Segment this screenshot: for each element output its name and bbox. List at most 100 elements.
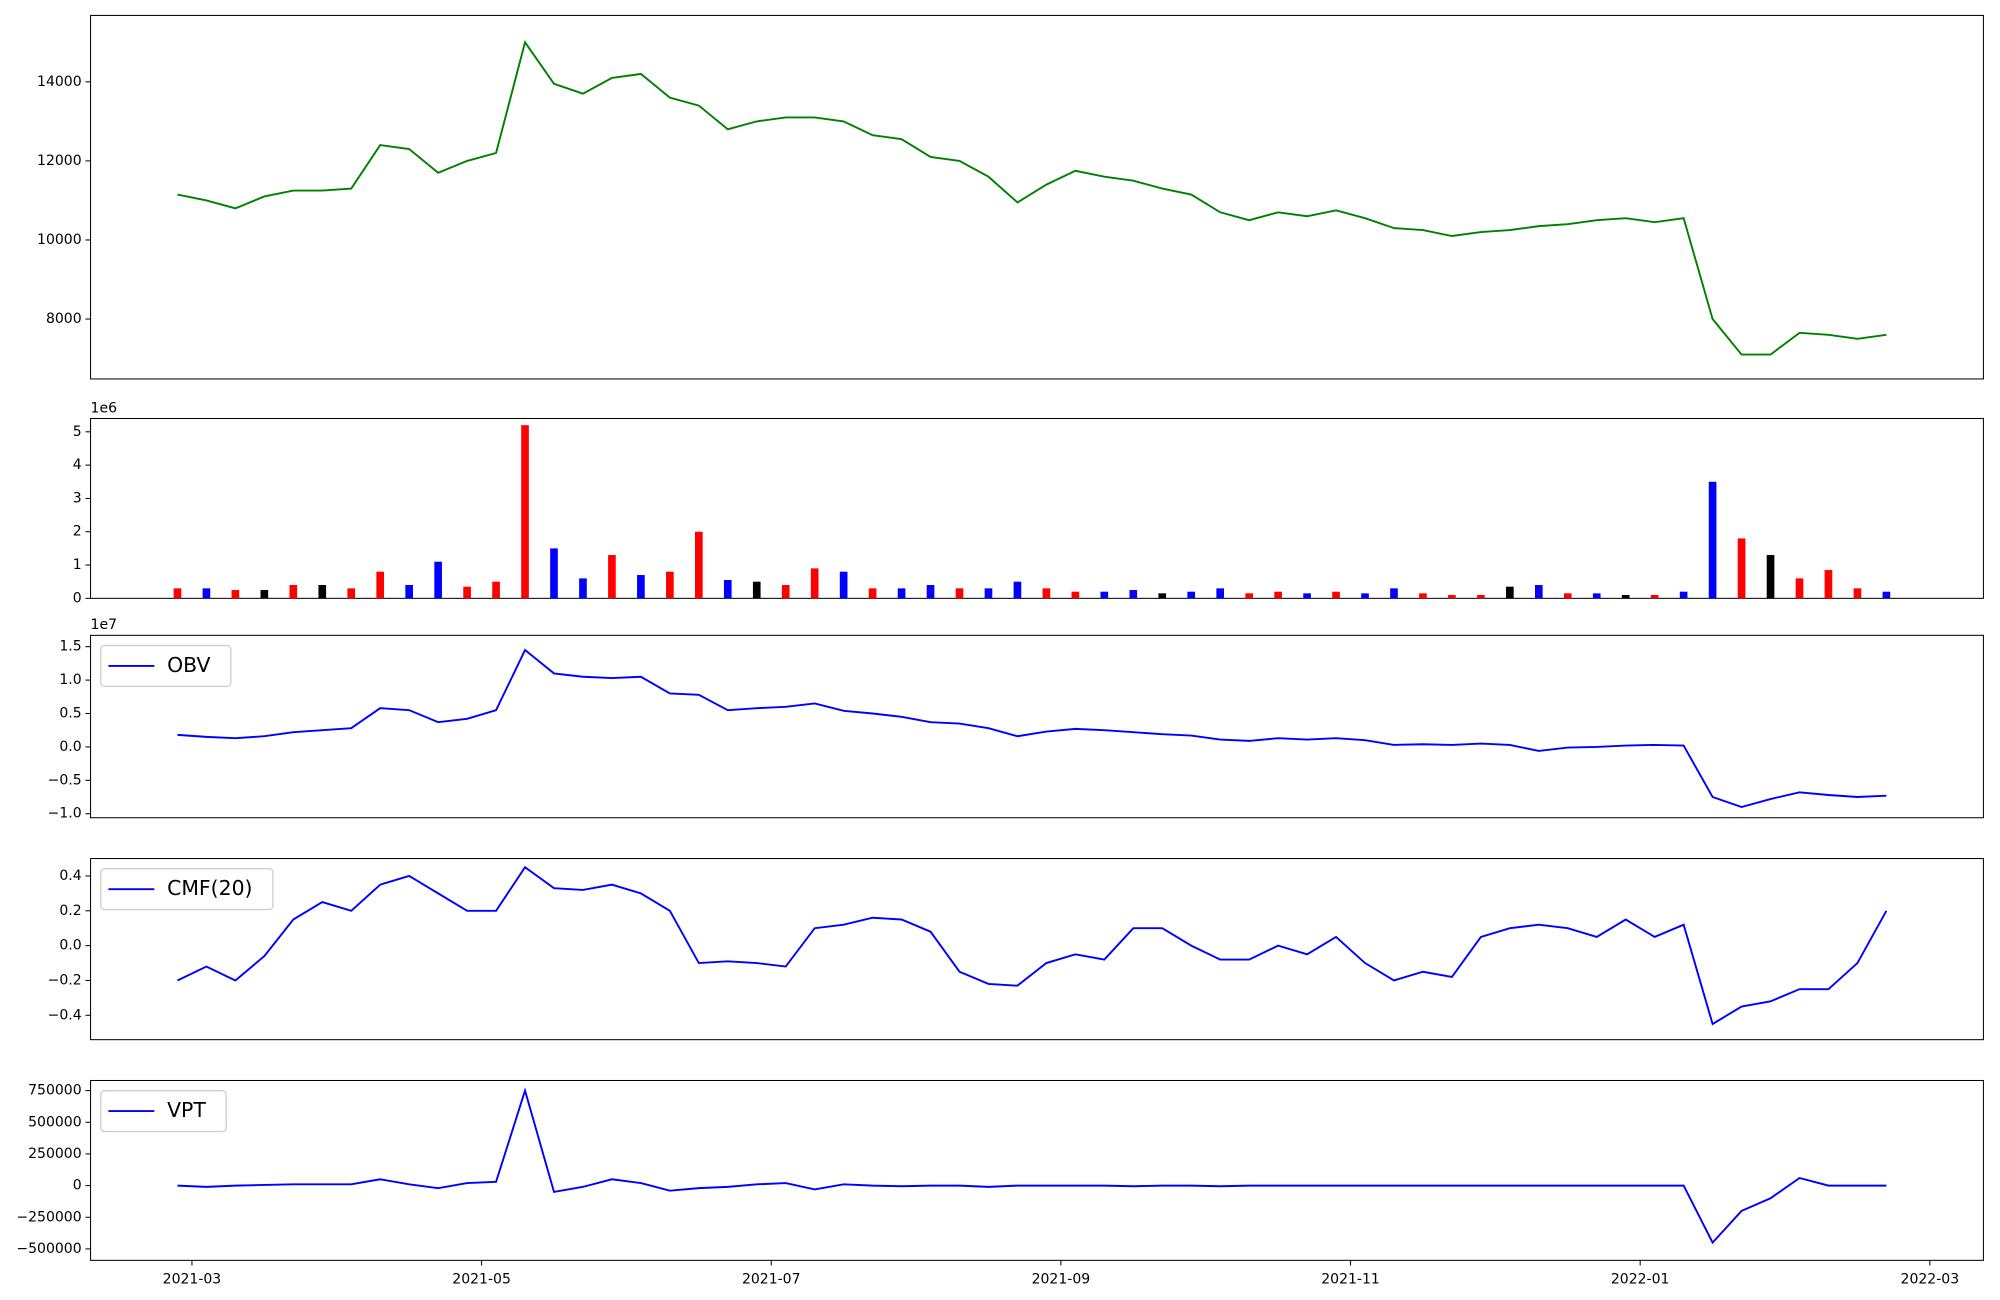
bar [1274,591,1282,599]
bar [1071,591,1080,599]
x-tick-label: 2021-09 [1032,1271,1091,1287]
bar [868,588,877,599]
bar [1332,591,1340,599]
bar [376,571,385,599]
bar [202,588,211,599]
offset-text: 1e6 [91,400,118,416]
bar [173,588,182,599]
y-tick-label: 8000 [46,311,82,327]
bar [1506,586,1514,599]
y-tick-label: 0 [73,1178,82,1194]
y-tick-label: −250000 [16,1209,81,1225]
bar [694,531,703,599]
bar [1042,588,1051,599]
y-tick-label: 0.4 [59,868,81,884]
bar [984,588,993,599]
legend-box [100,1090,227,1133]
bar [637,575,645,599]
legend-label: VPT [167,1098,206,1122]
bar [1882,591,1891,599]
x-tick-label: 2022-01 [1611,1271,1670,1287]
y-tick-label: 2 [73,524,82,540]
bar [1824,570,1833,599]
bar [289,585,298,599]
axes-frame [90,14,1984,380]
bar [1592,593,1601,599]
y-tick-label: 0.2 [59,903,81,919]
x-tick-label: 2021-07 [742,1271,801,1287]
y-tick-label: 0.5 [59,706,81,722]
bar [723,580,732,599]
bar [810,568,819,599]
bar [1766,555,1775,599]
bar [1650,595,1659,599]
y-tick-label: 1.5 [59,639,81,655]
y-tick-label: 500000 [28,1114,82,1130]
bar [492,581,500,599]
legend-label: OBV [167,653,210,677]
y-tick-label: 250000 [28,1146,82,1162]
bar [1158,593,1167,599]
y-tick-label: 12000 [37,153,82,169]
bar [260,590,269,599]
line [177,648,1887,809]
y-tick-label: 750000 [28,1083,82,1099]
bar [897,588,906,599]
bar [839,571,848,599]
bar [1795,578,1804,599]
y-tick-label: −0.5 [48,772,82,788]
bar [752,581,761,599]
offset-text: 1e7 [91,617,117,633]
bar [608,555,616,599]
bar [781,585,790,599]
axes-frame [90,858,1984,1041]
y-tick-label: 14000 [37,74,82,90]
x-tick-label: 2021-03 [163,1271,222,1287]
y-tick-label: 0 [73,590,82,606]
x-tick-label: 2021-05 [452,1271,511,1287]
bar [1129,590,1138,599]
y-tick-label: 3 [73,490,82,506]
bar [1303,593,1311,599]
y-tick-label: 10000 [37,232,82,248]
bar [1013,581,1022,599]
bar [231,590,240,599]
y-tick-label: 1.0 [59,672,81,688]
bar [926,585,935,599]
bar [1216,588,1225,599]
bar [1477,595,1485,599]
x-tick-label: 2021-11 [1321,1271,1380,1287]
bar [1621,595,1630,599]
bar [1419,593,1427,599]
bar [1245,593,1253,599]
bar [579,578,587,599]
bar [1100,591,1109,599]
bar [347,588,356,599]
y-tick-label: 0.0 [59,739,81,755]
bar [1187,591,1196,599]
bar [1361,593,1369,599]
y-tick-label: 0.0 [59,938,81,954]
bar [1390,588,1398,599]
axes-frame [90,1079,1984,1261]
axes-frame [90,417,1984,599]
axes-frame [90,634,1984,819]
legend-box [100,868,274,911]
y-tick-label: 5 [73,424,82,440]
x-tick-label: 2022-03 [1901,1271,1960,1287]
bar [1737,538,1746,599]
bar [318,585,327,599]
bar [666,571,674,599]
y-tick-label: −500000 [16,1241,81,1257]
y-tick-label: 4 [73,457,82,473]
bar [1563,593,1572,599]
y-tick-label: −0.4 [48,1007,82,1023]
bar [1708,481,1717,599]
y-tick-label: 1 [73,557,82,573]
bar [550,548,558,599]
bar [1448,595,1456,599]
legend-label: CMF(20) [167,876,252,900]
bar [434,561,442,599]
